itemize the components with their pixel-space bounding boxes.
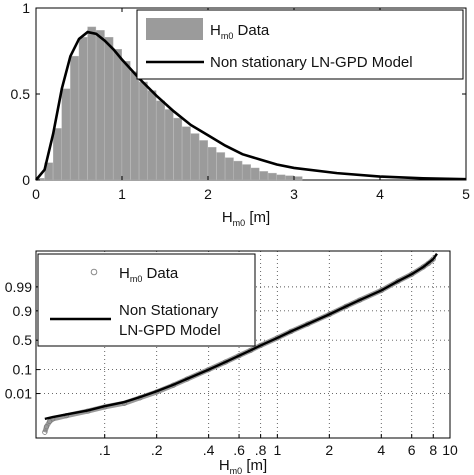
- x-tick-label: 2: [204, 186, 212, 202]
- probability-axes-frame: [35, 250, 451, 439]
- histogram-bar: [121, 61, 131, 181]
- histogram-ticks: 0 1 2 3 4 5 0 0.5 1: [11, 0, 471, 202]
- legend-label-model-line1: Non Stationary: [119, 302, 219, 319]
- histogram-bar: [130, 71, 140, 181]
- x-tick-label: .4: [203, 442, 215, 458]
- x-tick-label: .2: [151, 442, 163, 458]
- histogram-bar: [181, 126, 191, 181]
- x-tick-label: 3: [290, 186, 298, 202]
- histogram-bar: [242, 164, 251, 181]
- data-point: [430, 256, 436, 262]
- histogram-bar: [95, 30, 105, 181]
- x-tick-label: 10: [442, 442, 458, 458]
- histogram-panel: 0 1 2 3 4 5 0 0.5 1 Hm0 [m] Hm0 Data Non station…: [11, 0, 471, 228]
- probability-x-axis-label: Hm0 [m]: [219, 457, 267, 475]
- histogram-bar: [224, 157, 234, 181]
- histogram-bar: [276, 174, 286, 181]
- histogram-bar: [70, 55, 79, 181]
- histogram-bar: [207, 147, 217, 181]
- x-tick-label: 1: [118, 186, 126, 202]
- legend-label-data: Hm0 Data: [119, 265, 179, 284]
- histogram-bar: [293, 176, 303, 181]
- probability-model-curve: [44, 252, 438, 421]
- y-tick-label: 0: [22, 172, 30, 188]
- histogram-bar: [268, 172, 277, 181]
- histogram-bar: [147, 90, 157, 181]
- histogram-bar: [259, 171, 269, 181]
- x-tick-label: 2: [325, 442, 333, 458]
- x-tick-label: 0: [32, 186, 40, 202]
- probability-legend-box: [37, 253, 256, 347]
- data-point: [43, 424, 50, 430]
- y-tick-label: 0.5: [11, 86, 31, 102]
- legend-label-data: Hm0 Data: [210, 22, 270, 41]
- y-tick-label: 0.99: [5, 279, 32, 295]
- histogram-bar: [190, 133, 200, 181]
- model-curve: [35, 30, 467, 181]
- histogram-bar: [164, 109, 174, 181]
- legend-label-model-line2: LN-GPD Model: [119, 322, 221, 339]
- histogram-bar: [156, 100, 165, 181]
- histogram-bar: [61, 88, 71, 181]
- histogram-x-axis-label: Hm0 [m]: [222, 209, 270, 228]
- data-point: [42, 429, 48, 435]
- x-tick-label: .1: [99, 442, 111, 458]
- histogram-bar: [199, 140, 208, 181]
- histogram-bar: [78, 37, 88, 181]
- probability-legend: Hm0 Data Non Stationary LN-GPD Model: [37, 253, 256, 347]
- legend-marker-data: [90, 268, 98, 276]
- x-tick-label: 4: [376, 186, 384, 202]
- histogram-bar: [87, 26, 97, 181]
- histogram-bar: [138, 81, 148, 181]
- y-tick-label: 0.1: [13, 362, 33, 378]
- histogram-legend: Hm0 Data Non stationary LN-GPD Model: [136, 9, 464, 80]
- x-tick-label: 5: [462, 186, 470, 202]
- histogram-bar: [216, 152, 226, 181]
- legend-label-model: Non stationary LN-GPD Model: [210, 54, 413, 71]
- y-tick-label: 0.9: [13, 303, 33, 319]
- histogram-bar: [104, 37, 114, 181]
- y-tick-label: 0.5: [13, 332, 33, 348]
- probability-plot-panel: .1 .2 .4 .6 .8 1 2 4 6 8 10 0.01 0.1 0.5 0.9 0.99 Hm0 […: [5, 250, 458, 475]
- histogram-bar: [250, 167, 260, 181]
- legend-swatch-data: [146, 18, 203, 40]
- x-tick-label: 4: [377, 442, 385, 458]
- x-tick-label: .8: [255, 442, 267, 458]
- x-tick-label: .6: [233, 442, 245, 458]
- histogram-bar: [173, 117, 183, 181]
- histogram-bar: [233, 160, 243, 181]
- histogram-bar: [53, 128, 62, 181]
- y-tick-label: 0.01: [5, 386, 32, 402]
- x-tick-label: 1: [273, 442, 281, 458]
- probability-ticks: .1 .2 .4 .6 .8 1 2 4 6 8 10 0.01 0.1 0.5 0.9 0.99: [5, 279, 458, 458]
- histogram-bar: [285, 175, 294, 181]
- data-point: [47, 418, 53, 424]
- histogram-bars: [35, 26, 303, 181]
- x-tick-label: 6: [408, 442, 416, 458]
- y-tick-label: 1: [22, 0, 30, 16]
- histogram-bar: [113, 49, 122, 181]
- x-tick-label: 8: [429, 442, 437, 458]
